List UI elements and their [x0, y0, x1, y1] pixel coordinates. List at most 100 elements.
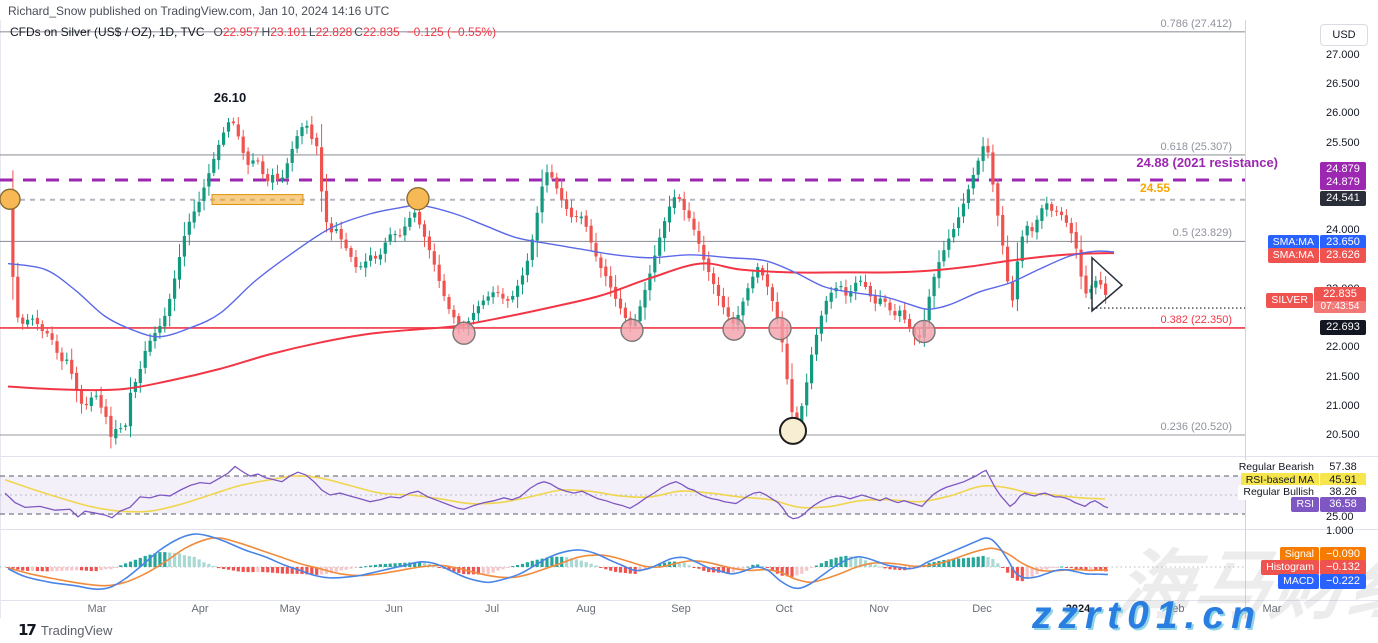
time-axis-label: Aug [576, 603, 596, 615]
price-tick: 22.000 [1326, 341, 1360, 354]
axis-badge-value: −0.132 [1320, 560, 1366, 575]
axis-badge-value: 24.541 [1320, 191, 1366, 206]
sma-lines [7, 203, 1115, 392]
time-axis-label: Jul [484, 603, 500, 615]
axis-badge-value: 57.38 [1320, 460, 1366, 475]
pink-marker-circle [912, 319, 936, 344]
axis-badge-value: 22.835 07:43:54 [1314, 287, 1366, 313]
axis-badge-row: RSI-based MA 45.91 [0, 473, 1366, 488]
fib-level-label: 0.5 (23.829) [1172, 227, 1232, 240]
axis-badge-row: MACD −0.222 [0, 574, 1366, 589]
axis-badge-value: 23.626 [1320, 248, 1366, 263]
pink-marker-circle [620, 318, 644, 342]
tradingview-logo-text: TradingView [40, 622, 113, 638]
price-tick: 21.000 [1326, 399, 1360, 412]
axis-badge-label: Regular Bullish [1238, 485, 1319, 500]
time-axis-label: Feb [1165, 603, 1185, 615]
macd-indicator [0, 533, 1245, 590]
ohlc-values: O22.957 H23.101 L22.828 C22.835 [211, 25, 399, 39]
axis-badge-value: 36.58 [1320, 497, 1366, 512]
axis-badge-row: 24.879 [0, 162, 1366, 177]
axis-badge-row: SILVER 22.835 07:43:54 [0, 287, 1366, 313]
axis-badge-label: SMA:MA [1267, 248, 1319, 263]
currency-toggle-button[interactable]: USD [1320, 24, 1368, 46]
axis-badge-label: MACD [1278, 574, 1319, 589]
pink-marker-circle [722, 317, 746, 341]
axis-badge-value: −0.222 [1320, 574, 1366, 589]
ohlc-value: 22.835 [362, 25, 400, 39]
time-axis-label: Jun [385, 603, 403, 615]
time-axis-label: Mar [1262, 603, 1282, 615]
axis-badge-label: Signal [1279, 547, 1319, 562]
change-value: −0.125 (−0.55%) [406, 25, 497, 39]
axis-badge-value: 24.879 [1320, 162, 1366, 177]
ohlc-value: 22.828 [315, 25, 353, 39]
ohlc-key: C [354, 25, 363, 39]
time-axis-label: 2024 [1065, 603, 1091, 615]
pennant-triangle[interactable] [1088, 256, 1245, 313]
price-tick: 26.000 [1326, 107, 1360, 120]
orange-marker-circle [406, 186, 430, 211]
axis-badge-value: 38.26 [1320, 485, 1366, 500]
pink-marker-circle [452, 321, 476, 345]
time-axis-label: Sep [671, 603, 691, 615]
axis-badge-value: −0.090 [1320, 547, 1366, 562]
time-axis-label: Mar [87, 603, 107, 615]
symbol-title[interactable]: CFDs on Silver (US$ / OZ), 1D, TVC [10, 25, 205, 39]
rsi-indicator [0, 465, 1245, 520]
axis-badge-label: RSI-based MA [1240, 473, 1319, 488]
indicator-tick: 1.000 [1326, 525, 1354, 537]
price-tick: 25.500 [1326, 136, 1360, 149]
axis-badge-value: 23.650 [1320, 235, 1366, 250]
axis-badge-label: Histogram [1261, 560, 1319, 575]
marker-circles[interactable] [0, 186, 936, 445]
fib-retracement-lines[interactable] [0, 31, 1245, 436]
cream-marker-circle [779, 416, 807, 445]
price-tick: 21.500 [1326, 370, 1360, 383]
axis-badge-row: SMA:MA 23.626 [0, 248, 1366, 263]
fib-level-label: 0.618 (25.307) [1160, 140, 1232, 153]
indicator-tick: 25.00 [1326, 511, 1354, 523]
publish-header: Richard_Snow published on TradingView.co… [8, 4, 390, 18]
axis-badge-label: SMA:MA [1267, 235, 1319, 250]
axis-badge-row: SMA:MA 23.650 [0, 235, 1366, 250]
axis-badge-row: 24.541 [0, 191, 1366, 206]
axis-badge-label: SILVER [1266, 292, 1313, 308]
tradingview-logo-icon: 17 [18, 621, 37, 639]
last-price: 22.835 [1323, 288, 1357, 300]
orange-marker-circle [0, 188, 21, 210]
fib-level-label: 0.382 (22.350) [1160, 313, 1232, 326]
pane-borders [0, 20, 1378, 618]
price-tick: 26.500 [1326, 78, 1360, 91]
time-axis-label: May [279, 603, 301, 615]
axis-badge-row: Histogram −0.132 [0, 560, 1366, 575]
resistance-level-label: 24.88 (2021 resistance) [1136, 155, 1278, 170]
watermark-url: zzrt01.cn [1032, 594, 1262, 637]
supply-zone-rect[interactable] [211, 194, 304, 206]
bar-countdown: 07:43:54 [1314, 301, 1366, 313]
time-axis-label: Apr [191, 603, 209, 615]
axis-badge-value: 22.693 [1320, 320, 1366, 335]
axis-badge-row: Signal −0.090 [0, 547, 1366, 562]
time-axis-label: Dec [972, 603, 992, 615]
axis-badge-value: 45.91 [1320, 473, 1366, 488]
axis-badge-value: 24.879 [1320, 175, 1366, 190]
axis-badge-label: RSI [1291, 497, 1319, 512]
axis-badge-row: Regular Bullish 38.26 [0, 485, 1366, 500]
ohlc-value: 23.101 [270, 25, 307, 39]
axis-badge-row: Regular Bearish 57.38 [0, 460, 1366, 475]
tradingview-logo[interactable]: 17 TradingView [18, 621, 112, 639]
symbol-legend: CFDs on Silver (US$ / OZ), 1D, TVC O22.9… [10, 25, 496, 39]
axis-badge-label: Regular Bearish [1233, 460, 1319, 475]
ohlc-key: H [261, 25, 271, 39]
time-axis-label: Oct [775, 603, 793, 615]
time-axis-label: Nov [869, 603, 889, 615]
level-2455-label: 24.55 [1139, 181, 1170, 195]
ohlc-key: O [213, 25, 223, 39]
price-tick: 24.000 [1326, 224, 1360, 237]
axis-badge-row: 22.693 [0, 320, 1366, 335]
pink-marker-circle [768, 316, 792, 341]
axis-badge-row: RSI 36.58 [0, 497, 1366, 512]
